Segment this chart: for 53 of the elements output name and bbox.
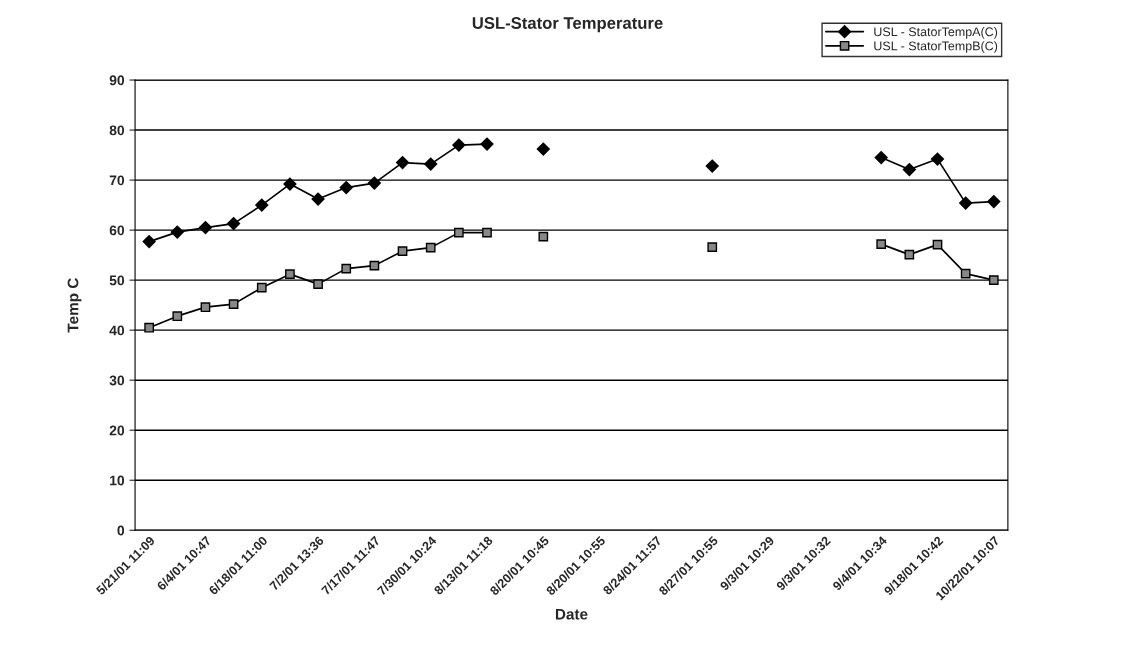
point [538,231,549,242]
point [987,195,1001,209]
point [452,138,466,152]
point [255,198,269,212]
point [424,157,438,171]
point [988,275,999,286]
point [170,225,184,239]
point [285,269,295,279]
y-tick-label: 0 [117,525,125,536]
point [172,311,183,322]
x-axis-title: Date [555,608,588,620]
point [705,159,719,173]
point [227,217,241,231]
point [339,181,353,195]
point [142,235,156,249]
point [313,279,323,290]
point [959,196,973,210]
point [876,239,887,249]
point [874,150,888,165]
y-tick-label: 30 [109,375,125,386]
point [200,302,211,313]
point [425,242,436,253]
point [397,246,408,256]
point [960,268,971,279]
point [341,263,352,274]
point [311,192,325,206]
point [198,221,213,235]
point [453,227,464,238]
point [144,322,155,333]
y-tick-label: 10 [110,475,125,486]
point [228,299,239,310]
point [930,152,945,166]
point [283,177,297,191]
point [395,155,410,170]
y-tick-label: 40 [109,325,125,336]
y-tick-label: 70 [109,175,125,186]
legend-label: USL - StatorTempA(C) [874,27,998,39]
y-tick-label: 80 [109,125,125,136]
chart-title: USL-Stator Temperature [472,17,663,33]
point [256,282,267,293]
y-tick-label: 20 [109,425,125,436]
y-tick-label: 90 [109,75,125,86]
y-tick-label: 60 [109,225,125,236]
point [536,142,550,156]
point [707,242,718,252]
y-axis-title: Temp C [67,278,82,333]
point [904,249,915,260]
point [902,162,916,177]
y-tick-label: 50 [109,275,125,286]
point [367,176,381,190]
legend-label: USL - StatorTempB(C) [874,41,998,53]
point [482,227,492,238]
point [480,137,494,151]
